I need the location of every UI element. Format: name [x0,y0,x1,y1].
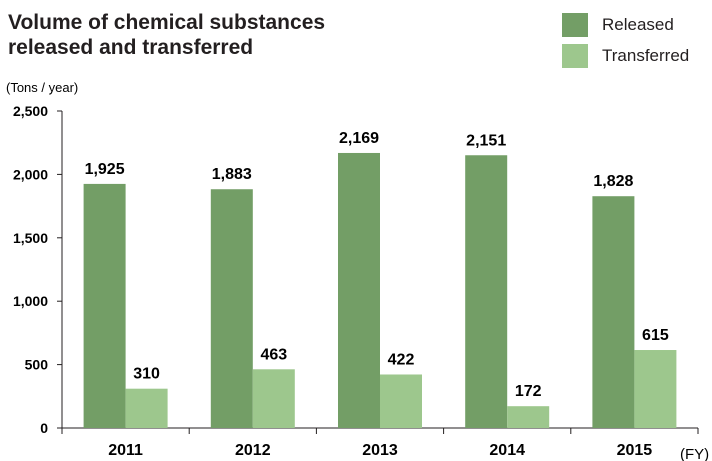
chart-title-line-2: released and transferred [8,36,254,59]
x-tick-label: 2013 [362,442,398,459]
chart-title-line-1: Volume of chemical substances [8,11,326,34]
bar-transferred [634,350,677,428]
legend-item-released: Released [562,10,689,39]
x-tick-label: 2015 [617,442,653,459]
y-tick-label: 2,500 [13,103,48,119]
x-tick-label: 2014 [489,442,525,459]
legend: Released Transferred [562,10,689,72]
bar-transferred [125,388,168,428]
data-label-released: 2,151 [466,132,506,149]
y-tick-label: 1,500 [13,230,48,246]
y-tick-label: 1,000 [13,293,48,309]
data-label-released: 1,883 [212,166,252,183]
x-tick-label: 2012 [235,442,271,459]
data-label-transferred: 172 [515,383,542,400]
y-tick-label: 500 [25,357,49,373]
legend-swatch-transferred [562,43,588,68]
data-label-released: 1,828 [593,173,633,190]
bar-transferred [507,406,550,428]
bar-transferred [252,369,295,428]
data-label-released: 1,925 [85,161,125,178]
data-label-transferred: 615 [642,327,669,344]
bar-released [83,183,126,428]
legend-label-released: Released [602,14,674,34]
bar-released [338,152,380,428]
data-label-transferred: 422 [388,351,415,368]
x-tick-label: 2011 [108,442,143,459]
bar-released [465,155,508,428]
bar-released [210,189,253,428]
y-tick-label: 0 [40,420,48,436]
legend-item-transferred: Transferred [562,41,689,70]
bar-transferred [380,374,422,428]
bar-released [592,196,635,428]
y-tick-label: 2,000 [13,166,48,182]
data-label-transferred: 310 [133,366,160,383]
x-axis-unit-label: (FY) [680,446,709,461]
legend-label-transferred: Transferred [602,45,690,65]
chart-title: Volume of chemical substances released a… [8,10,325,60]
legend-swatch-released [562,12,588,37]
data-label-released: 2,169 [339,130,379,147]
data-label-transferred: 463 [260,346,287,363]
y-axis-unit-label: (Tons / year) [6,80,78,95]
